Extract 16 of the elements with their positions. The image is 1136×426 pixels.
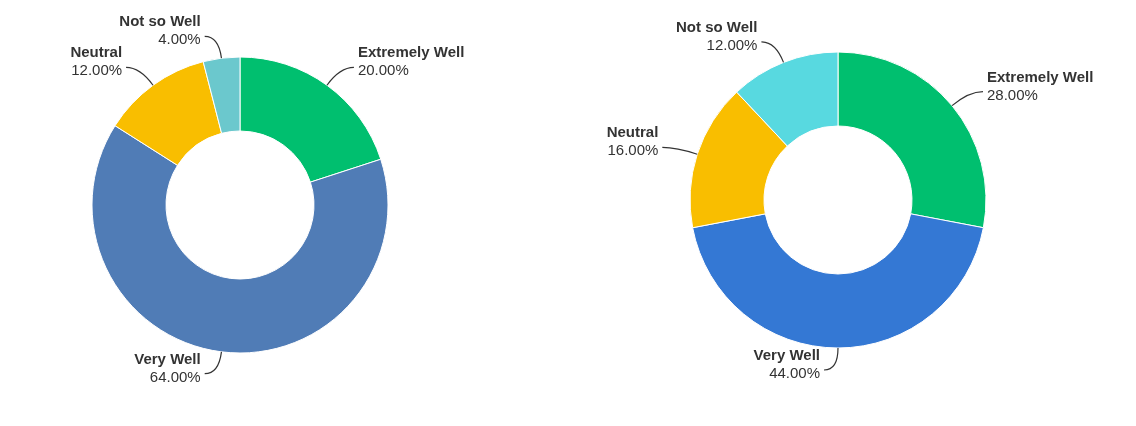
data-label: 12.00%: [71, 61, 123, 79]
slice-label: Not so Well: [676, 17, 758, 35]
slice-label: Neutral: [70, 43, 123, 61]
slice-label: Extremely Well: [357, 43, 465, 61]
data-label: 20.00%: [357, 61, 409, 79]
slice-label: Very Well: [134, 349, 201, 367]
slice-label: Very Well: [753, 346, 820, 363]
data-label: 4.00%: [158, 30, 201, 48]
data-label: 12.00%: [706, 35, 758, 53]
data-label: 28.00%: [986, 85, 1038, 103]
slice-label: Extremely Well: [986, 67, 1094, 85]
data-label: 16.00%: [607, 141, 659, 159]
slice-label: Neutral: [606, 123, 659, 141]
data-label: 64.00%: [149, 367, 201, 385]
data-label: 44.00%: [769, 364, 820, 381]
slice-label: Not so Well: [119, 12, 201, 30]
